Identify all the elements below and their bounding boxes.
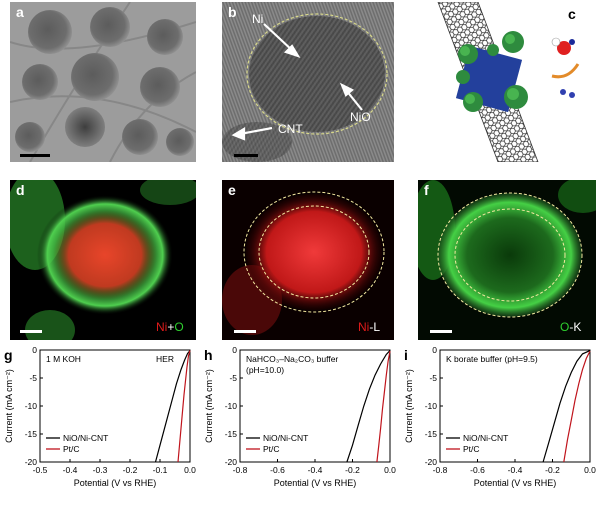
x-tick-label: -0.5 <box>33 465 48 475</box>
panel-label-e: e <box>228 182 236 198</box>
chart-annotation-right: HER <box>156 354 174 364</box>
series-line-pt-c <box>177 350 191 463</box>
map-legend: O-K <box>560 320 581 334</box>
panel-d-ni-o-map: d Ni+O <box>10 180 196 340</box>
y-tick-label: 0 <box>232 345 237 355</box>
x-tick-label: -0.8 <box>433 465 448 475</box>
panel-label-i: i <box>404 347 408 363</box>
series-line-nio-ni-cnt <box>346 350 391 463</box>
x-tick-label: -0.6 <box>470 465 485 475</box>
o-map-label: O <box>560 320 570 334</box>
cnt-schematic <box>437 2 580 162</box>
x-tick-label: -0.4 <box>508 465 523 475</box>
panel-e-ni-map: e Ni-L <box>222 180 394 340</box>
chart-h: h -0.8 -0.6 -0.4 -0.2 0.0 0 -5 -10 -15 -20 Potentia… <box>204 345 396 488</box>
y-tick-label: -15 <box>225 429 238 439</box>
x-axis-label: Potential (V vs RHE) <box>474 478 557 488</box>
y-tick-label: -20 <box>425 457 438 467</box>
panel-label-d: d <box>16 182 25 198</box>
panel-a-tem-image: a <box>10 2 196 162</box>
y-tick-label: 0 <box>32 345 37 355</box>
x-tick-label: 0.0 <box>584 465 596 475</box>
tem-particles <box>10 2 196 162</box>
panel-label-h: h <box>204 347 213 363</box>
x-tick-label: -0.6 <box>270 465 285 475</box>
chart-annotation: NaHCO₃–Na₂CO₃ buffer <box>246 354 338 364</box>
scale-bar <box>20 154 50 157</box>
x-axis-label: Potential (V vs RHE) <box>74 478 157 488</box>
y-tick-label: -15 <box>425 429 438 439</box>
x-axis-label: Potential (V vs RHE) <box>274 478 357 488</box>
x-tick-label: -0.4 <box>308 465 323 475</box>
polarization-charts: g -0.5 -0.4 -0.3 -0.2 -0.1 0.0 0 -5 -10 -15 -20 Pote… <box>4 345 596 488</box>
ni-map-label: Ni <box>156 320 168 334</box>
y-tick-label: -20 <box>25 457 38 467</box>
chart-i: i -0.8 -0.6 -0.4 -0.2 0.0 0 -5 -10 -15 -20 Potentia… <box>404 345 596 488</box>
chart-annotation: K borate buffer (pH=9.5) <box>446 354 538 364</box>
y-tick-label: -5 <box>29 373 37 383</box>
y-tick-label: -20 <box>225 457 238 467</box>
legend-label: NiO/Ni-CNT <box>63 433 108 443</box>
ni-label: Ni <box>252 12 264 26</box>
y-tick-label: -10 <box>225 401 238 411</box>
chart-annotation: 1 M KOH <box>46 354 81 364</box>
edge-suffix: -L <box>369 320 381 334</box>
map-legend: Ni+O <box>156 320 184 334</box>
panel-label-f: f <box>424 182 429 198</box>
x-tick-label: -0.2 <box>123 465 138 475</box>
panel-f-o-map: f O-K <box>418 180 596 340</box>
x-tick-label: -0.8 <box>233 465 248 475</box>
y-axis-label: Current (mA cm⁻²) <box>4 369 14 443</box>
panel-label-g: g <box>4 347 13 363</box>
x-tick-label: -0.2 <box>545 465 560 475</box>
elemental-map <box>222 180 394 340</box>
cnt-label: CNT <box>278 122 303 136</box>
scale-bar <box>234 330 256 333</box>
panel-b-hrtem-image: b Ni NiO CNT <box>222 2 394 162</box>
scale-bar <box>430 330 452 333</box>
chart-g: g -0.5 -0.4 -0.3 -0.2 -0.1 0.0 0 -5 -10 -15 -20 Pote… <box>4 345 196 488</box>
hrtem-particle <box>222 2 394 162</box>
scale-bar <box>234 154 258 157</box>
y-tick-label: -15 <box>25 429 38 439</box>
x-tick-label: 0.0 <box>184 465 196 475</box>
legend-label: Pt/C <box>463 444 480 454</box>
panel-label-a: a <box>16 4 24 20</box>
panel-label-b: b <box>228 4 237 20</box>
x-tick-label: -0.2 <box>345 465 360 475</box>
legend-label: NiO/Ni-CNT <box>463 433 508 443</box>
scale-bar <box>20 330 42 333</box>
chart-annotation-2: (pH=10.0) <box>246 365 284 375</box>
x-tick-label: -0.1 <box>153 465 168 475</box>
series-line-pt-c <box>563 350 591 463</box>
x-tick-label: 0.0 <box>384 465 396 475</box>
y-tick-label: -5 <box>429 373 437 383</box>
elemental-map <box>418 180 596 340</box>
y-axis-label: Current (mA cm⁻²) <box>204 369 214 443</box>
panel-c-schematic: c <box>418 2 596 162</box>
series-line-nio-ni-cnt <box>542 350 591 463</box>
y-tick-label: 0 <box>432 345 437 355</box>
x-tick-label: -0.4 <box>63 465 78 475</box>
legend-label: NiO/Ni-CNT <box>263 433 308 443</box>
y-tick-label: -5 <box>229 373 237 383</box>
y-tick-label: -10 <box>25 401 38 411</box>
elemental-map <box>10 180 196 340</box>
map-legend: Ni-L <box>358 320 380 334</box>
panel-label-c: c <box>568 6 576 22</box>
nio-label: NiO <box>350 110 371 124</box>
legend-label: Pt/C <box>263 444 280 454</box>
ni-map-label: Ni <box>358 320 370 334</box>
x-tick-label: -0.3 <box>93 465 108 475</box>
o-map-label: O <box>174 320 184 334</box>
edge-suffix: -K <box>569 320 582 334</box>
series-line-pt-c <box>376 350 391 463</box>
y-tick-label: -10 <box>425 401 438 411</box>
series-line-nio-ni-cnt <box>154 350 191 463</box>
plus-label: + <box>167 320 175 334</box>
legend-label: Pt/C <box>63 444 80 454</box>
y-axis-label: Current (mA cm⁻²) <box>404 369 414 443</box>
